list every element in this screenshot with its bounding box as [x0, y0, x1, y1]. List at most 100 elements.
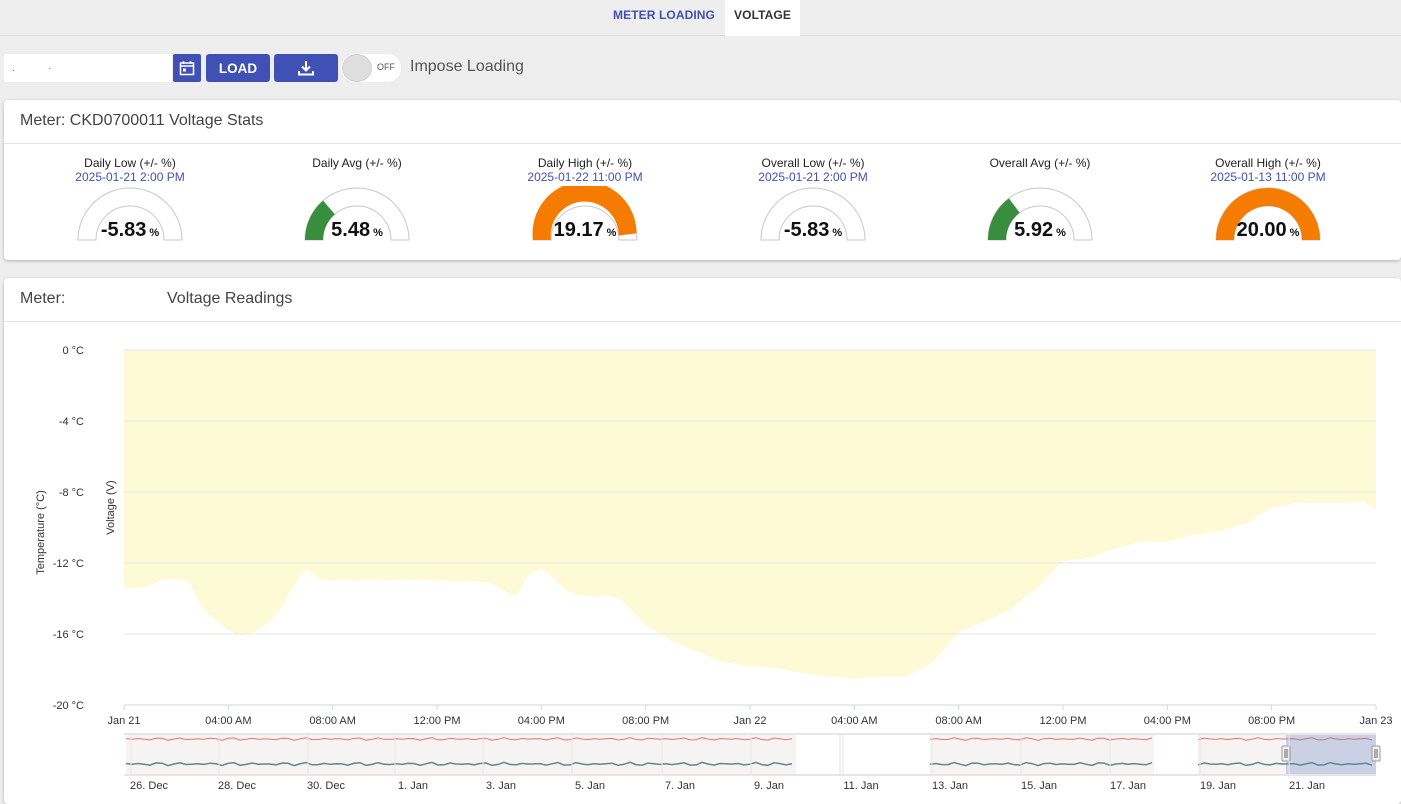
navigator-series-teal — [125, 761, 793, 767]
gauge-value-number: -5.83 — [100, 219, 147, 241]
gauge-dial — [532, 186, 638, 241]
tab-voltage[interactable]: VOLTAGE — [725, 0, 800, 36]
gauge-dial — [760, 187, 866, 241]
x-tick-label: Jan 22 — [733, 715, 766, 727]
navigator-segment — [930, 735, 1154, 774]
readings-meter-label: Meter: — [20, 290, 66, 307]
y-tick-label: -12 °C — [53, 558, 84, 570]
voltage-area — [124, 350, 1376, 679]
tab-meter-loading[interactable]: METER LOADING — [613, 8, 715, 22]
navigator-label: 26. Dec — [130, 780, 168, 792]
gauge-unit: % — [373, 227, 383, 239]
calendar-icon — [179, 61, 195, 76]
x-tick-label: 08:00 AM — [309, 715, 355, 727]
gauge-track — [77, 187, 183, 241]
gauge-fill — [1216, 187, 1320, 240]
gauge-2: Daily Avg (+/- %) 5.48% — [282, 156, 432, 242]
gauge-dial — [77, 187, 183, 241]
x-tick-label: Jan 23 — [1359, 715, 1392, 727]
gauge-date: 2025-01-22 11:00 PM — [527, 170, 643, 184]
y-axis-label-voltage: Voltage (V) — [105, 480, 117, 534]
navigator-handle — [1281, 745, 1291, 762]
navigator-segment — [126, 735, 796, 774]
navigator-label: 11. Jan — [843, 780, 878, 792]
navigator-label: 9. Jan — [754, 780, 784, 792]
x-tick-label: 04:00 PM — [1144, 715, 1191, 727]
gauge-title: Overall Avg (+/- %) — [989, 156, 1091, 170]
x-tick-label: 12:00 PM — [413, 715, 460, 727]
voltage-stats-card: Meter: CKD0700011 Voltage Stats Daily Lo… — [4, 100, 1401, 260]
navigator-label: 13. Jan — [932, 780, 968, 792]
navigator-label: 15. Jan — [1021, 780, 1057, 792]
gauge-fill — [988, 198, 1020, 240]
download-button[interactable] — [274, 54, 338, 82]
voltage-chart[interactable]: 0 °C -4 °C -8 °C -12 °C -16 °C -20 °C Temperat… — [4, 324, 1401, 804]
gauge-value: 19.17% — [510, 219, 660, 242]
y-tick-label: 0 °C — [62, 345, 84, 357]
gauge-fill — [305, 200, 335, 240]
navigator-series-teal — [929, 761, 1153, 767]
navigator-label: 5. Jan — [575, 780, 605, 792]
y-tick-label: -4 °C — [59, 416, 84, 428]
date-input[interactable] — [4, 54, 172, 82]
y-axis-label-temperature: Temperature (°C) — [35, 490, 47, 574]
navigator-series-teal — [1197, 761, 1373, 767]
readings-title: Voltage Readings — [167, 290, 293, 307]
x-tick-label: 04:00 AM — [205, 715, 251, 727]
navigator-label: 21. Jan — [1289, 780, 1325, 792]
y-tick-label: -20 °C — [53, 700, 84, 712]
gauge-6: Overall High (+/- %) 2025-01-13 11:00 PM 2… — [1193, 156, 1343, 242]
gauge-dial — [304, 187, 410, 241]
gauge-value-number: 19.17 — [553, 219, 604, 241]
y-tick-label: -16 °C — [53, 629, 84, 641]
voltage-readings-card: Meter: Voltage Readings 0 °C -4 °C -8 °C -1… — [4, 278, 1401, 804]
gauge-date — [282, 170, 432, 184]
gauge-3: Daily High (+/- %) 2025-01-22 11:00 PM 19.… — [510, 156, 660, 242]
y-tick-label: -8 °C — [59, 487, 84, 499]
gauge-value-number: 5.92 — [1014, 219, 1054, 241]
gauge-dial — [1215, 187, 1321, 241]
impose-loading-toggle[interactable]: OFF — [341, 54, 401, 82]
x-tick-label: 08:00 PM — [1248, 715, 1295, 727]
navigator-label: 7. Jan — [665, 780, 695, 792]
gauge-date: 2025-01-21 2:00 PM — [758, 170, 868, 184]
gauge-value: 20.00% — [1193, 219, 1343, 242]
x-tick-label: 12:00 PM — [1039, 715, 1086, 727]
gauge-value-number: 20.00 — [1236, 219, 1287, 241]
gauge-track — [760, 187, 866, 241]
gauge-title: Overall Low (+/- %) — [761, 156, 865, 170]
gauge-unit: % — [1289, 227, 1300, 239]
gauge-track — [304, 187, 410, 241]
navigator-series-red — [929, 737, 1153, 741]
calendar-button[interactable] — [173, 54, 201, 82]
gauge-5: Overall Avg (+/- %) 5.92% — [965, 156, 1115, 242]
x-tick-label: 04:00 AM — [831, 715, 877, 727]
navigator-selection — [1286, 735, 1376, 774]
navigator-label: 17. Jan — [1110, 780, 1146, 792]
impose-loading-label: Impose Loading — [410, 58, 524, 75]
navigator-label: 3. Jan — [486, 780, 516, 792]
navigator-series-red — [125, 737, 793, 741]
gauge-unit: % — [149, 227, 160, 239]
navigator-label: 19. Jan — [1200, 780, 1236, 792]
gauge-title: Daily Low (+/- %) — [84, 156, 176, 170]
gauge-date: 2025-01-21 2:00 PM — [75, 170, 185, 184]
load-button[interactable]: LOAD — [206, 54, 270, 82]
gauge-dial — [987, 187, 1093, 241]
gauge-value: 5.48% — [282, 219, 432, 242]
readings-header: Meter: Voltage Readings — [4, 278, 1401, 322]
toggle-state-label: OFF — [377, 62, 395, 72]
gauge-value: -5.83% — [738, 219, 888, 242]
gauge-date — [965, 170, 1115, 184]
gauge-value-number: -5.83 — [783, 219, 830, 241]
x-tick-label: 08:00 AM — [935, 715, 981, 727]
gauge-fill — [532, 186, 637, 240]
gauge-title: Daily High (+/- %) — [537, 156, 633, 170]
gauge-unit: % — [832, 227, 843, 239]
tab-bar: METER LOADING VOLTAGE — [0, 0, 1401, 36]
gauge-title: Daily Avg (+/- %) — [312, 156, 402, 170]
toggle-knob — [342, 54, 372, 82]
gauge-title: Overall High (+/- %) — [1215, 156, 1321, 170]
gauge-date: 2025-01-13 11:00 PM — [1210, 170, 1326, 184]
navigator-label: 1. Jan — [398, 780, 428, 792]
